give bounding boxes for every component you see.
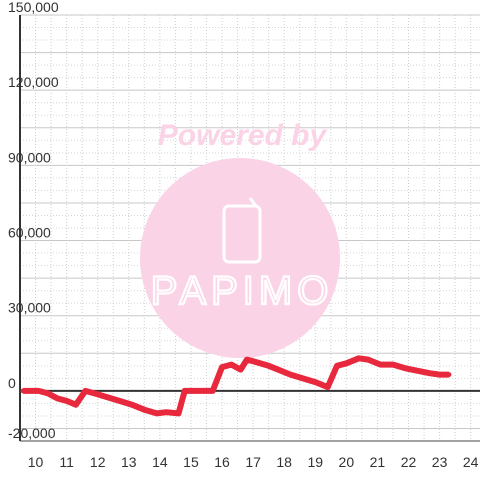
data-point [266,363,272,369]
watermark-powered-by: Powered by [158,119,328,152]
x-tick-label: 22 [401,454,417,470]
data-point [176,410,182,416]
data-point [325,384,331,390]
x-tick-label: 14 [152,454,168,470]
x-tick-label: 24 [463,454,479,470]
x-tick-label: 16 [214,454,230,470]
data-point [141,407,147,413]
data-point [402,365,408,371]
data-point [82,388,88,394]
watermark-brand: PAPIMO [151,269,334,313]
chart-series [20,355,452,417]
data-point [73,402,79,408]
x-tick-label: 12 [90,454,106,470]
data-point [92,390,98,396]
y-tick-label: 30,000 [8,300,51,316]
x-tick-label: 17 [245,454,261,470]
data-point [154,410,160,416]
chart-tick-labels: 150,000 120,000 90,000 60,000 30,000 0 -20,000… [8,0,479,470]
chart-axes [19,15,480,442]
data-point [163,409,169,415]
x-tick-label: 23 [432,454,448,470]
y-tick-label: 0 [8,375,16,391]
data-point [253,359,259,365]
y-tick-label: -20,000 [8,425,56,441]
data-point [219,364,225,370]
data-point [437,372,443,378]
x-tick-label: 20 [339,454,355,470]
x-tick-label: 10 [28,454,44,470]
chart-grid [20,14,480,441]
y-tick-label: 60,000 [8,225,51,241]
x-tick-label: 18 [276,454,292,470]
watermark: Powered by PAPIMO [140,119,340,358]
data-point [104,394,110,400]
data-point [36,388,42,394]
x-tick-label: 11 [59,454,74,470]
y-tick-label: 150,000 [8,0,59,15]
data-point [64,398,70,404]
data-point [356,355,362,361]
x-tick-label: 13 [121,454,137,470]
x-tick-label: 21 [370,454,386,470]
data-point [197,388,203,394]
data-point [20,388,26,394]
data-point [378,362,384,368]
data-point [390,362,396,368]
data-point [427,370,433,376]
data-point [228,362,234,368]
data-point [116,398,122,404]
watermark-circle [140,158,340,358]
data-point [244,357,250,363]
data-point [334,363,340,369]
data-point [446,372,452,378]
data-point [415,368,421,374]
data-point [312,379,318,385]
y-tick-label: 120,000 [8,74,59,90]
phone-icon [222,197,262,264]
data-point [129,402,135,408]
x-tick-label: 19 [307,454,323,470]
data-point [343,360,349,366]
data-point [210,388,216,394]
x-tick-label: 15 [183,454,199,470]
data-point [238,367,244,373]
data-point [182,388,188,394]
data-point [45,390,51,396]
data-point [365,357,371,363]
data-point [300,375,306,381]
y-tick-label: 90,000 [8,149,51,165]
data-point [278,368,284,374]
data-point [287,372,293,378]
series-line [23,355,449,417]
data-point [54,395,60,401]
